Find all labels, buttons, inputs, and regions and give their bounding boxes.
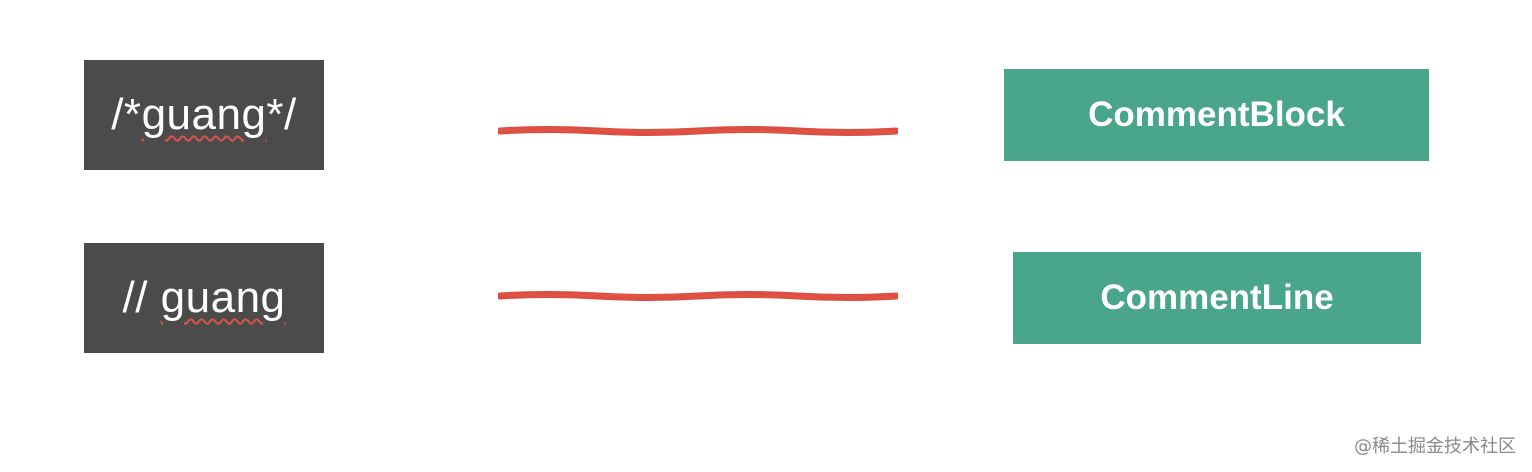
line-comment-prefix: // bbox=[122, 273, 161, 322]
block-comment-code-box: /* guang */ bbox=[84, 60, 324, 170]
line-comment-connector bbox=[498, 291, 898, 301]
comment-line-label: CommentLine bbox=[1100, 278, 1334, 317]
comment-line-node: CommentLine bbox=[1013, 252, 1421, 344]
comment-block-node: CommentBlock bbox=[1004, 69, 1429, 161]
block-comment-prefix: /* bbox=[111, 90, 142, 139]
comment-block-label: CommentBlock bbox=[1088, 95, 1345, 134]
line-comment-word: guang bbox=[160, 273, 286, 322]
block-comment-suffix: */ bbox=[266, 90, 297, 139]
line-comment-code-box: // guang bbox=[84, 243, 324, 353]
watermark: @稀土掘金技术社区 bbox=[1354, 436, 1516, 457]
block-comment-connector bbox=[498, 126, 898, 136]
block-comment-word: guang bbox=[141, 90, 267, 139]
